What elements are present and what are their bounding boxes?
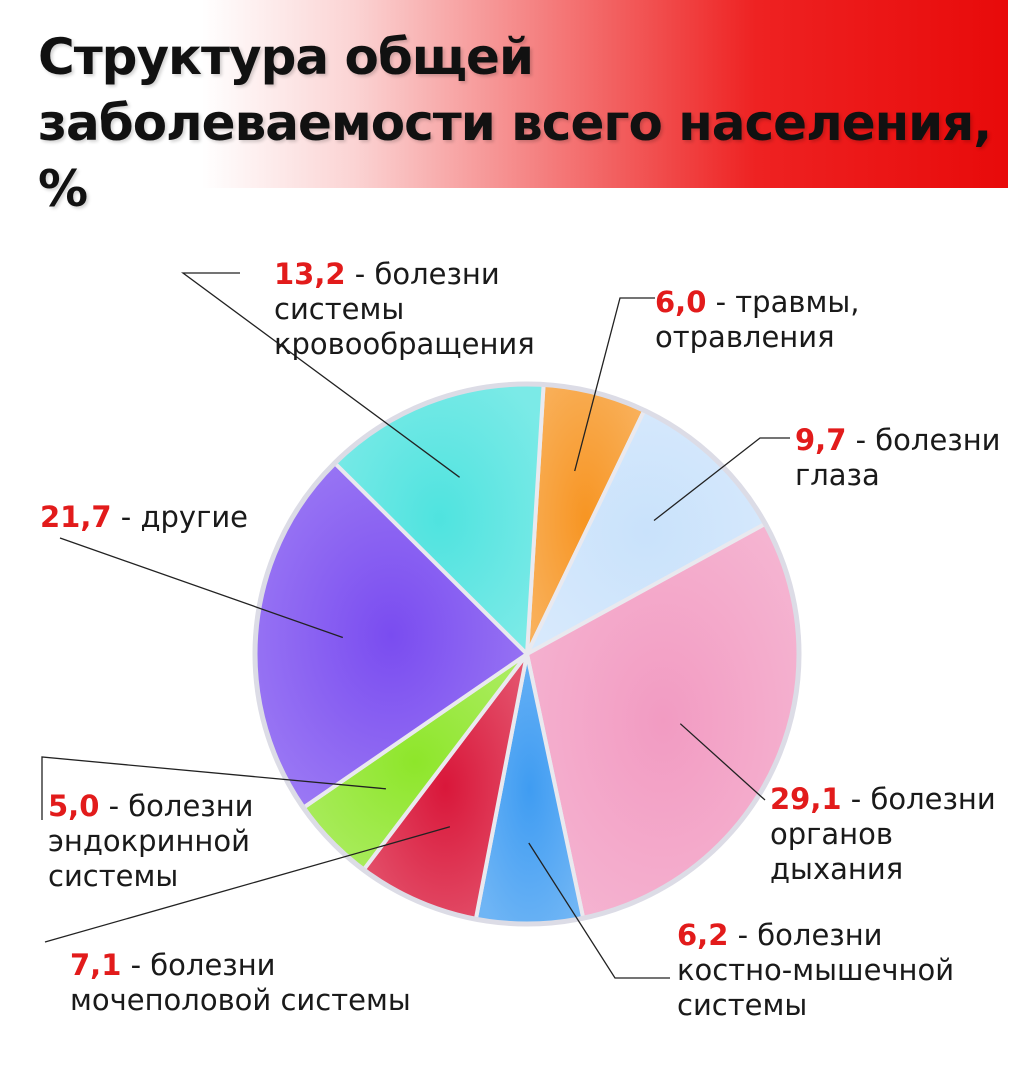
slice-label-text: кровообращения xyxy=(274,327,535,361)
slice-value: 9,7 xyxy=(795,423,847,457)
slice-label-genitourinary: 7,1 - болезни мочеполовой системы xyxy=(70,948,411,1018)
leader-line-other xyxy=(59,537,344,639)
title-banner xyxy=(0,0,1008,188)
slice-label-text: отравления xyxy=(655,320,835,354)
leader-line-genitourinary xyxy=(44,826,451,943)
slice-label-text: органов xyxy=(770,817,893,851)
leader-line-circulatory xyxy=(181,272,460,478)
slice-label-text: системы xyxy=(677,988,808,1022)
slice-value: 29,1 xyxy=(770,782,842,816)
slice-label-injuries: 6,0 - травмы, отравления xyxy=(655,285,859,355)
slice-label-text: костно-мышечной xyxy=(677,953,955,987)
slice-label-text: дыхания xyxy=(770,852,904,886)
slice-value: 13,2 xyxy=(274,257,346,291)
slice-label-text: глаза xyxy=(795,458,880,492)
slice-label-text: мочеполовой системы xyxy=(70,983,411,1017)
slice-label-circulatory: 13,2 - болезни системы кровообращения xyxy=(274,257,535,362)
leader-line-respiratory xyxy=(679,723,766,801)
slice-label-text: эндокринной xyxy=(48,824,250,858)
leader-line-eye xyxy=(653,437,790,522)
leader-line-musculoskeletal xyxy=(528,842,670,979)
slice-label-text: системы xyxy=(48,859,179,893)
slice-label-musculoskeletal: 6,2 - болезни костно-мышечной системы xyxy=(677,918,954,1023)
slice-label-text: - другие xyxy=(120,500,249,534)
slice-value: 7,1 xyxy=(70,948,122,982)
pie-rim xyxy=(252,381,802,927)
slice-label-text: - болезни xyxy=(130,948,276,982)
slice-label-text: - болезни xyxy=(354,257,500,291)
slice-label-respiratory: 29,1 - болезни органов дыхания xyxy=(770,782,996,887)
slice-label-text: системы xyxy=(274,292,405,326)
slice-value: 6,2 xyxy=(677,918,729,952)
chart-title: Структура общей заболеваемости всего нас… xyxy=(38,28,992,218)
slice-label-text: - болезни xyxy=(850,782,996,816)
slice-value: 21,7 xyxy=(40,500,112,534)
slice-label-other: 21,7 - другие xyxy=(40,500,248,535)
slice-value: 6,0 xyxy=(655,285,707,319)
slice-label-text: - болезни xyxy=(855,423,1001,457)
leader-line-injuries xyxy=(574,297,655,472)
slice-label-text: - болезни xyxy=(108,789,254,823)
slice-label-eye: 9,7 - болезни глаза xyxy=(795,423,1001,493)
leader-line-endocrine xyxy=(41,756,386,820)
slice-value: 5,0 xyxy=(48,789,100,823)
slice-label-text: - болезни xyxy=(737,918,883,952)
slice-label-endocrine: 5,0 - болезни эндокринной системы xyxy=(48,789,254,894)
slice-label-text: - травмы, xyxy=(715,285,860,319)
